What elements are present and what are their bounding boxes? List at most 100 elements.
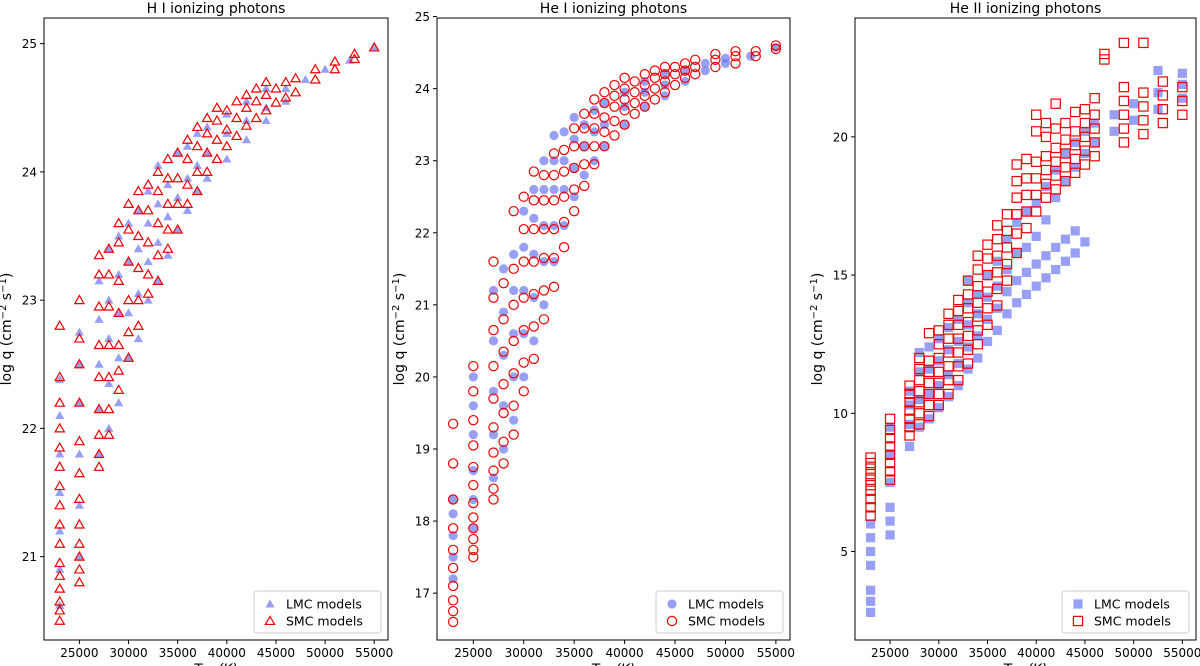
smc-data-point [1118, 137, 1130, 148]
smc-data-point [962, 358, 974, 369]
x-tick-label: 25000 [871, 646, 909, 660]
lmc-data-point [539, 300, 549, 310]
y-label-part: −2 [0, 305, 9, 320]
smc-data-point [152, 217, 164, 228]
lmc-data-point [982, 336, 993, 347]
lmc-data-point [865, 560, 876, 570]
smc-data-point [162, 223, 174, 234]
smc-data-point [1118, 123, 1130, 134]
legend-box [1061, 590, 1190, 634]
lmc-data-point [529, 184, 539, 195]
x-tick-label: 50000 [1115, 646, 1153, 660]
smc-data-point [73, 493, 86, 503]
smc-data-point [103, 268, 115, 279]
smc-data-point [468, 533, 479, 545]
smc-data-point [73, 563, 86, 574]
y-label-part: log q (cm [392, 319, 408, 385]
lmc-data-point [1051, 193, 1061, 203]
lmc-data-point [468, 429, 478, 440]
smc-data-point [528, 321, 540, 332]
smc-data-point [1021, 189, 1032, 201]
lmc-data-point [943, 392, 954, 402]
smc-data-point [1079, 117, 1091, 129]
smc-data-point [73, 538, 86, 548]
lmc-data-point [202, 122, 212, 131]
smc-data-point [579, 108, 590, 120]
smc-data-point [548, 252, 560, 264]
smc-data-point [221, 104, 233, 115]
lmc-data-point [924, 342, 934, 352]
lmc-data-point [963, 276, 973, 286]
lmc-data-point [55, 564, 65, 573]
smc-data-point [923, 410, 935, 422]
smc-data-point [1089, 123, 1100, 134]
smc-data-point [599, 141, 610, 152]
smc-data-point [498, 407, 509, 419]
smc-data-point [568, 141, 580, 152]
smc-data-point [923, 377, 935, 389]
smc-data-point [1069, 139, 1081, 151]
smc-data-point [508, 335, 519, 347]
smc-data-point [904, 413, 915, 425]
smc-data-point [933, 366, 944, 378]
lmc-data-point [720, 53, 731, 63]
smc-data-point [1099, 48, 1110, 60]
smc-data-point [122, 223, 135, 234]
smc-data-point [1079, 104, 1091, 115]
smc-data-point [181, 134, 194, 144]
lmc-data-point [640, 102, 650, 112]
smc-data-point [1040, 131, 1052, 143]
smc-data-point [659, 69, 671, 80]
smc-data-point [468, 461, 479, 473]
y-label-part: ) [392, 273, 408, 278]
smc-data-point [113, 339, 125, 350]
lmc-data-point [549, 257, 559, 267]
lmc-data-point [104, 244, 114, 253]
smc-data-point [884, 449, 896, 460]
smc-data-point [992, 233, 1003, 245]
smc-data-point [508, 368, 519, 379]
smc-data-point [201, 112, 213, 123]
smc-data-point [54, 538, 66, 548]
smc-data-point [669, 61, 681, 73]
lmc-data-point [660, 91, 670, 101]
x-tick-label: 30000 [920, 646, 958, 660]
smc-data-point [982, 303, 993, 314]
lmc-data-point [1002, 287, 1012, 297]
smc-data-point [152, 275, 164, 285]
smc-data-point [468, 360, 479, 372]
lmc-data-point [133, 334, 143, 343]
chart-title: H I ionizing photons [147, 1, 286, 17]
lmc-data-point [94, 314, 104, 323]
legend: LMC models SMC models [1061, 590, 1190, 634]
lmc-data-point [569, 134, 579, 144]
smc-data-point [447, 616, 459, 628]
lmc-data-point [468, 372, 478, 382]
smc-data-point [250, 82, 262, 93]
smc-data-point [54, 557, 66, 568]
x-label-main: T [591, 662, 601, 666]
smc-data-point [162, 198, 174, 209]
panel-3: 25000 30000 35000 40000 45000 50000 55000 5 10 15… [809, 1, 1200, 666]
y-tick-label: 23 [22, 294, 37, 308]
smc-data-point [152, 185, 164, 196]
smc-data-point [1040, 151, 1052, 162]
lmc-data-point [448, 552, 458, 562]
smc-data-point [498, 436, 509, 447]
smc-data-point [609, 79, 620, 91]
smc-data-point [488, 465, 499, 476]
smc-data-point [142, 287, 154, 298]
lmc-data-point [1041, 273, 1051, 283]
smc-data-point [538, 314, 550, 325]
smc-data-point [1069, 126, 1081, 137]
legend-marker-smc [1072, 615, 1084, 627]
lmc-data-point [924, 414, 934, 424]
lmc-data-point [539, 257, 549, 267]
x-label-unit: (K) [218, 662, 238, 666]
smc-data-point [865, 493, 876, 505]
smc-data-point [933, 352, 944, 364]
lmc-data-point [488, 429, 499, 440]
lmc-data-point [74, 449, 84, 458]
lmc-data-point [559, 220, 569, 231]
smc-data-point [972, 264, 983, 275]
